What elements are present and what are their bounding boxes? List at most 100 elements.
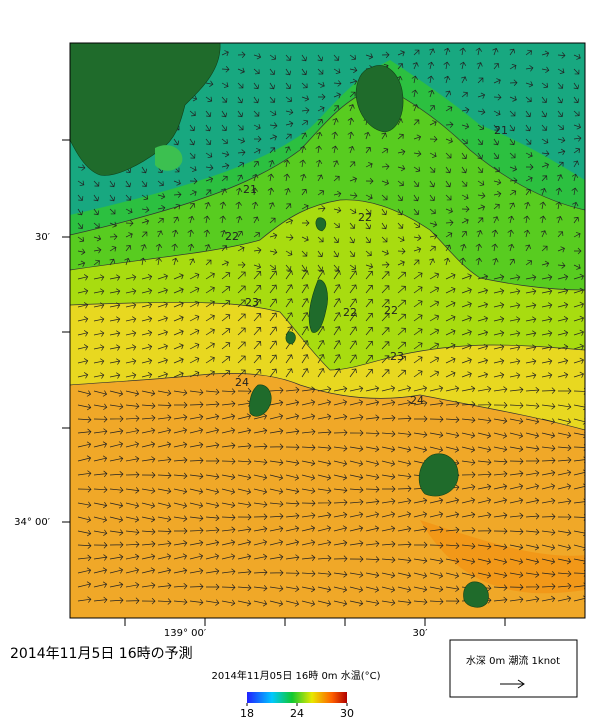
current-arrow <box>541 445 556 452</box>
contour-22 <box>70 199 585 291</box>
current-arrow <box>173 179 181 186</box>
current-arrow <box>109 274 121 281</box>
current-arrow <box>109 302 121 309</box>
current-arrow <box>285 368 293 378</box>
current-arrow <box>573 160 579 168</box>
current-arrow <box>237 599 252 607</box>
current-arrow <box>253 124 261 130</box>
current-arrow <box>349 555 364 563</box>
current-arrow <box>365 599 380 607</box>
current-arrow <box>461 558 476 565</box>
current-arrow <box>491 229 499 238</box>
current-arrow <box>445 286 456 294</box>
colorbar-tick-label: 18 <box>240 707 254 720</box>
current-arrow <box>285 82 292 89</box>
current-arrow <box>285 203 292 210</box>
current-arrow <box>333 586 348 593</box>
current-arrow <box>77 596 92 603</box>
current-arrow <box>125 180 132 188</box>
current-arrow <box>77 222 84 229</box>
current-arrow <box>429 232 438 240</box>
current-arrow <box>525 571 540 578</box>
current-arrow <box>205 96 213 103</box>
current-arrow <box>381 473 396 480</box>
current-arrow <box>333 298 341 308</box>
current-arrow <box>205 514 220 522</box>
current-arrow <box>493 458 508 465</box>
current-arrow <box>397 248 406 255</box>
current-arrow <box>332 160 339 168</box>
current-arrow <box>141 166 148 174</box>
current-arrow <box>445 416 460 423</box>
current-arrow <box>125 471 140 478</box>
current-arrow <box>269 68 276 75</box>
current-arrow <box>365 414 380 421</box>
current-arrow <box>365 162 373 168</box>
current-arrow <box>557 96 564 104</box>
contour-24 <box>70 373 585 431</box>
current-arrow <box>317 205 326 212</box>
current-arrow <box>349 326 357 336</box>
current-arrow <box>365 473 380 481</box>
current-arrow <box>493 386 508 393</box>
current-arrow <box>141 343 153 351</box>
current-arrow <box>413 557 428 564</box>
current-arrow <box>205 553 220 560</box>
current-arrow <box>189 300 200 308</box>
current-arrow <box>461 497 476 504</box>
current-arrow <box>77 180 85 187</box>
current-arrow <box>333 460 348 467</box>
current-arrow <box>269 298 277 308</box>
current-arrow <box>381 313 390 322</box>
current-arrow <box>189 286 200 294</box>
current-arrow <box>573 371 584 378</box>
current-arrow <box>477 315 489 323</box>
current-arrow <box>349 208 357 215</box>
current-arrow <box>93 344 105 351</box>
current-arrow <box>492 257 499 266</box>
current-arrow <box>317 174 323 182</box>
current-arrow <box>269 134 277 141</box>
current-arrow <box>333 474 348 481</box>
current-arrow <box>461 287 472 294</box>
current-arrow <box>125 219 134 227</box>
current-arrow <box>509 458 524 465</box>
current-arrow <box>557 418 572 425</box>
current-arrow <box>317 539 332 547</box>
current-arrow <box>125 288 137 295</box>
current-arrow <box>269 217 276 224</box>
current-arrow <box>317 368 325 378</box>
current-arrow <box>331 131 338 140</box>
current-arrow <box>540 230 547 238</box>
current-arrow <box>525 372 537 379</box>
contour-label: 22 <box>225 230 239 243</box>
current-arrow <box>77 194 84 201</box>
current-arrow <box>349 270 357 280</box>
current-arrow <box>493 543 508 550</box>
current-arrow <box>93 180 100 187</box>
current-arrow <box>205 328 215 336</box>
current-arrow <box>509 64 517 70</box>
current-arrow <box>189 401 204 408</box>
current-arrow <box>203 215 210 224</box>
current-arrow <box>525 558 540 565</box>
current-arrow <box>157 329 168 336</box>
current-arrow <box>461 459 476 466</box>
current-arrow <box>509 558 524 565</box>
current-arrow <box>269 474 284 481</box>
current-arrow <box>141 402 156 410</box>
current-arrow <box>221 568 236 575</box>
current-arrow <box>109 486 124 494</box>
current-arrow <box>317 399 332 406</box>
current-arrow <box>509 165 517 172</box>
current-arrow <box>573 357 584 364</box>
current-arrow <box>509 48 516 56</box>
current-arrow <box>397 525 412 533</box>
contour-label: 21 <box>243 183 257 196</box>
current-arrow <box>525 163 534 171</box>
current-arrow <box>93 596 108 604</box>
current-arrow <box>109 233 118 240</box>
current-arrow <box>205 583 220 591</box>
current-arrow <box>205 473 220 480</box>
current-arrow <box>269 525 284 533</box>
